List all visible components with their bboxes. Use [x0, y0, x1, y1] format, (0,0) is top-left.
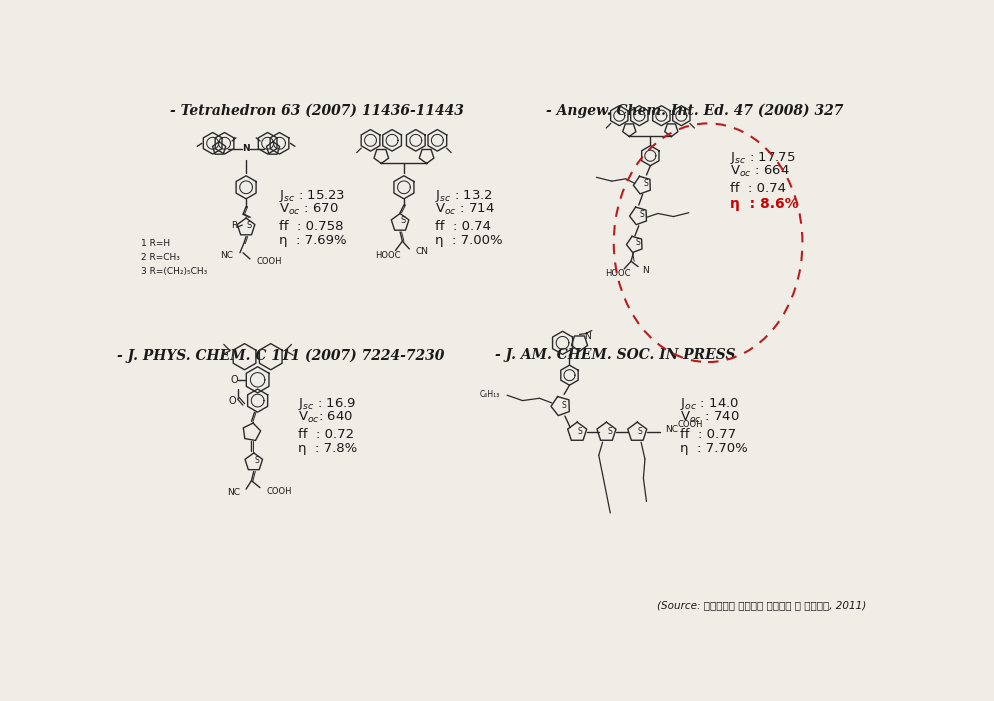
- Text: COOH: COOH: [677, 420, 703, 429]
- Text: S: S: [607, 427, 612, 436]
- Text: HOOC: HOOC: [375, 250, 401, 259]
- Text: J$_{sc}$ : 15.23: J$_{sc}$ : 15.23: [279, 188, 345, 204]
- Text: η  : 7.8%: η : 7.8%: [297, 442, 357, 455]
- Text: V$_{oc}$ : 670: V$_{oc}$ : 670: [279, 202, 339, 217]
- Text: - J. PHYS. CHEM. C 111 (2007) 7224-7230: - J. PHYS. CHEM. C 111 (2007) 7224-7230: [117, 348, 444, 362]
- Text: COOH: COOH: [266, 487, 291, 496]
- Text: J$_{sc}$ : 13.2: J$_{sc}$ : 13.2: [434, 188, 492, 204]
- Text: S: S: [247, 221, 251, 229]
- Text: S: S: [639, 210, 644, 219]
- Text: S: S: [635, 238, 640, 247]
- Text: NC: NC: [227, 489, 240, 498]
- Text: O: O: [231, 375, 239, 385]
- Text: J$_{oc}$ : 14.0: J$_{oc}$ : 14.0: [680, 396, 739, 412]
- Text: N: N: [642, 266, 649, 275]
- Text: J$_{sc}$ : 17.75: J$_{sc}$ : 17.75: [730, 149, 795, 165]
- Text: CN: CN: [415, 247, 428, 257]
- Text: η  : 8.6%: η : 8.6%: [730, 197, 798, 211]
- Text: ff  : 0.758: ff : 0.758: [279, 220, 344, 233]
- Text: S: S: [643, 179, 648, 188]
- Text: - Tetrahedron 63 (2007) 11436-11443: - Tetrahedron 63 (2007) 11436-11443: [170, 103, 464, 117]
- Text: J$_{sc}$ : 16.9: J$_{sc}$ : 16.9: [297, 396, 356, 412]
- Text: ff  : 0.72: ff : 0.72: [297, 428, 354, 442]
- Text: NC: NC: [220, 250, 233, 259]
- Text: NC: NC: [665, 426, 678, 435]
- Text: N: N: [243, 144, 249, 153]
- Text: ff  : 0.74: ff : 0.74: [434, 220, 491, 233]
- Text: S: S: [401, 216, 406, 225]
- Text: η  : 7.69%: η : 7.69%: [279, 234, 347, 247]
- Text: COOH: COOH: [256, 257, 281, 266]
- Text: R: R: [231, 222, 237, 231]
- Text: V$_{oc}$: 640: V$_{oc}$: 640: [297, 410, 353, 425]
- Text: - J. AM. CHEM. SOC. IN PRESS: - J. AM. CHEM. SOC. IN PRESS: [495, 348, 736, 362]
- Text: ff  : 0.77: ff : 0.77: [680, 428, 736, 442]
- Text: S: S: [578, 427, 582, 436]
- Text: ff  : 0.74: ff : 0.74: [730, 182, 785, 195]
- Text: - Angew. Chem. Int. Ed. 47 (2008) 327: - Angew. Chem. Int. Ed. 47 (2008) 327: [546, 103, 843, 118]
- Text: C₆H₁₃: C₆H₁₃: [479, 390, 499, 399]
- Text: η  : 7.00%: η : 7.00%: [434, 234, 502, 247]
- Text: V$_{oc}$ : 740: V$_{oc}$ : 740: [680, 410, 740, 425]
- Text: S: S: [562, 401, 567, 409]
- Text: 1 R=H
2 R=CH₃
3 R=(CH₂)₅CH₃: 1 R=H 2 R=CH₃ 3 R=(CH₂)₅CH₃: [140, 239, 207, 275]
- Text: (Source: 염료감응형 태양전지 기술동향 및 시장전망, 2011): (Source: 염료감응형 태양전지 기술동향 및 시장전망, 2011): [657, 600, 866, 610]
- Text: O: O: [229, 395, 236, 406]
- Text: S: S: [254, 456, 259, 465]
- Text: V$_{oc}$ : 714: V$_{oc}$ : 714: [434, 202, 494, 217]
- Text: S: S: [638, 427, 643, 436]
- Text: N: N: [583, 332, 590, 341]
- Text: V$_{oc}$ : 664: V$_{oc}$ : 664: [730, 163, 789, 179]
- Text: HOOC: HOOC: [605, 269, 631, 278]
- Text: η  : 7.70%: η : 7.70%: [680, 442, 747, 455]
